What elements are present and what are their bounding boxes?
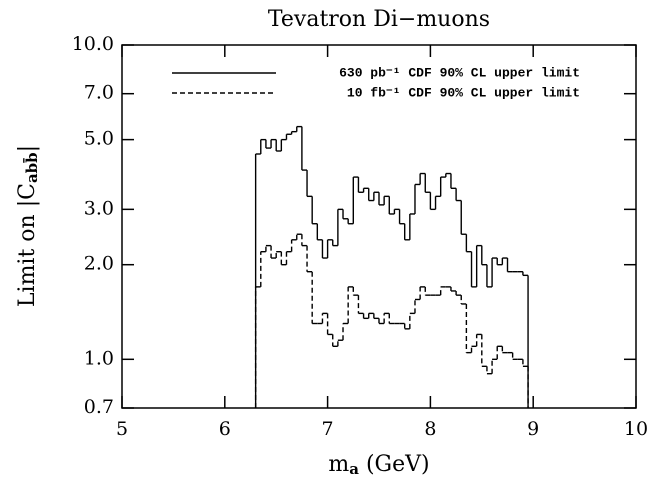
x-tick-label: 9 <box>527 418 539 440</box>
y-tick-label: 3.0 <box>84 197 114 219</box>
y-tick-label: 2.0 <box>84 253 114 275</box>
legend-label: 630 pb⁻¹ CDF 90% CL upper limit <box>339 65 580 80</box>
x-tick-label: 8 <box>424 418 436 440</box>
y-tick-label: 0.7 <box>84 396 114 418</box>
x-label-rest: (GeV) <box>359 452 430 477</box>
x-label-sub: a <box>349 460 359 478</box>
x-tick-label: 6 <box>219 418 231 440</box>
plot-frame <box>121 44 637 409</box>
y-tick-label: 1.0 <box>84 347 114 369</box>
x-tick-label: 5 <box>116 418 128 440</box>
legend-label: 10 fb⁻¹ CDF 90% CL upper limit <box>347 85 580 100</box>
x-axis-label: ma (GeV) <box>328 452 429 478</box>
y-tick-label: 10.0 <box>72 33 114 55</box>
y-tick-label: 7.0 <box>84 82 114 104</box>
chart-title: Tevatron Di−muons <box>268 7 490 32</box>
y-axis-label: Limit on |Cabb̄| <box>15 145 41 307</box>
x-label-main: m <box>328 452 349 477</box>
x-tick-label: 10 <box>624 418 648 440</box>
y-label-main: Limit on |C <box>15 183 40 307</box>
y-tick-label: 5.0 <box>84 128 114 150</box>
y-label-sub: abb̄ <box>22 152 41 183</box>
x-tick-label: 7 <box>322 418 334 440</box>
y-label-rest: | <box>15 145 40 152</box>
